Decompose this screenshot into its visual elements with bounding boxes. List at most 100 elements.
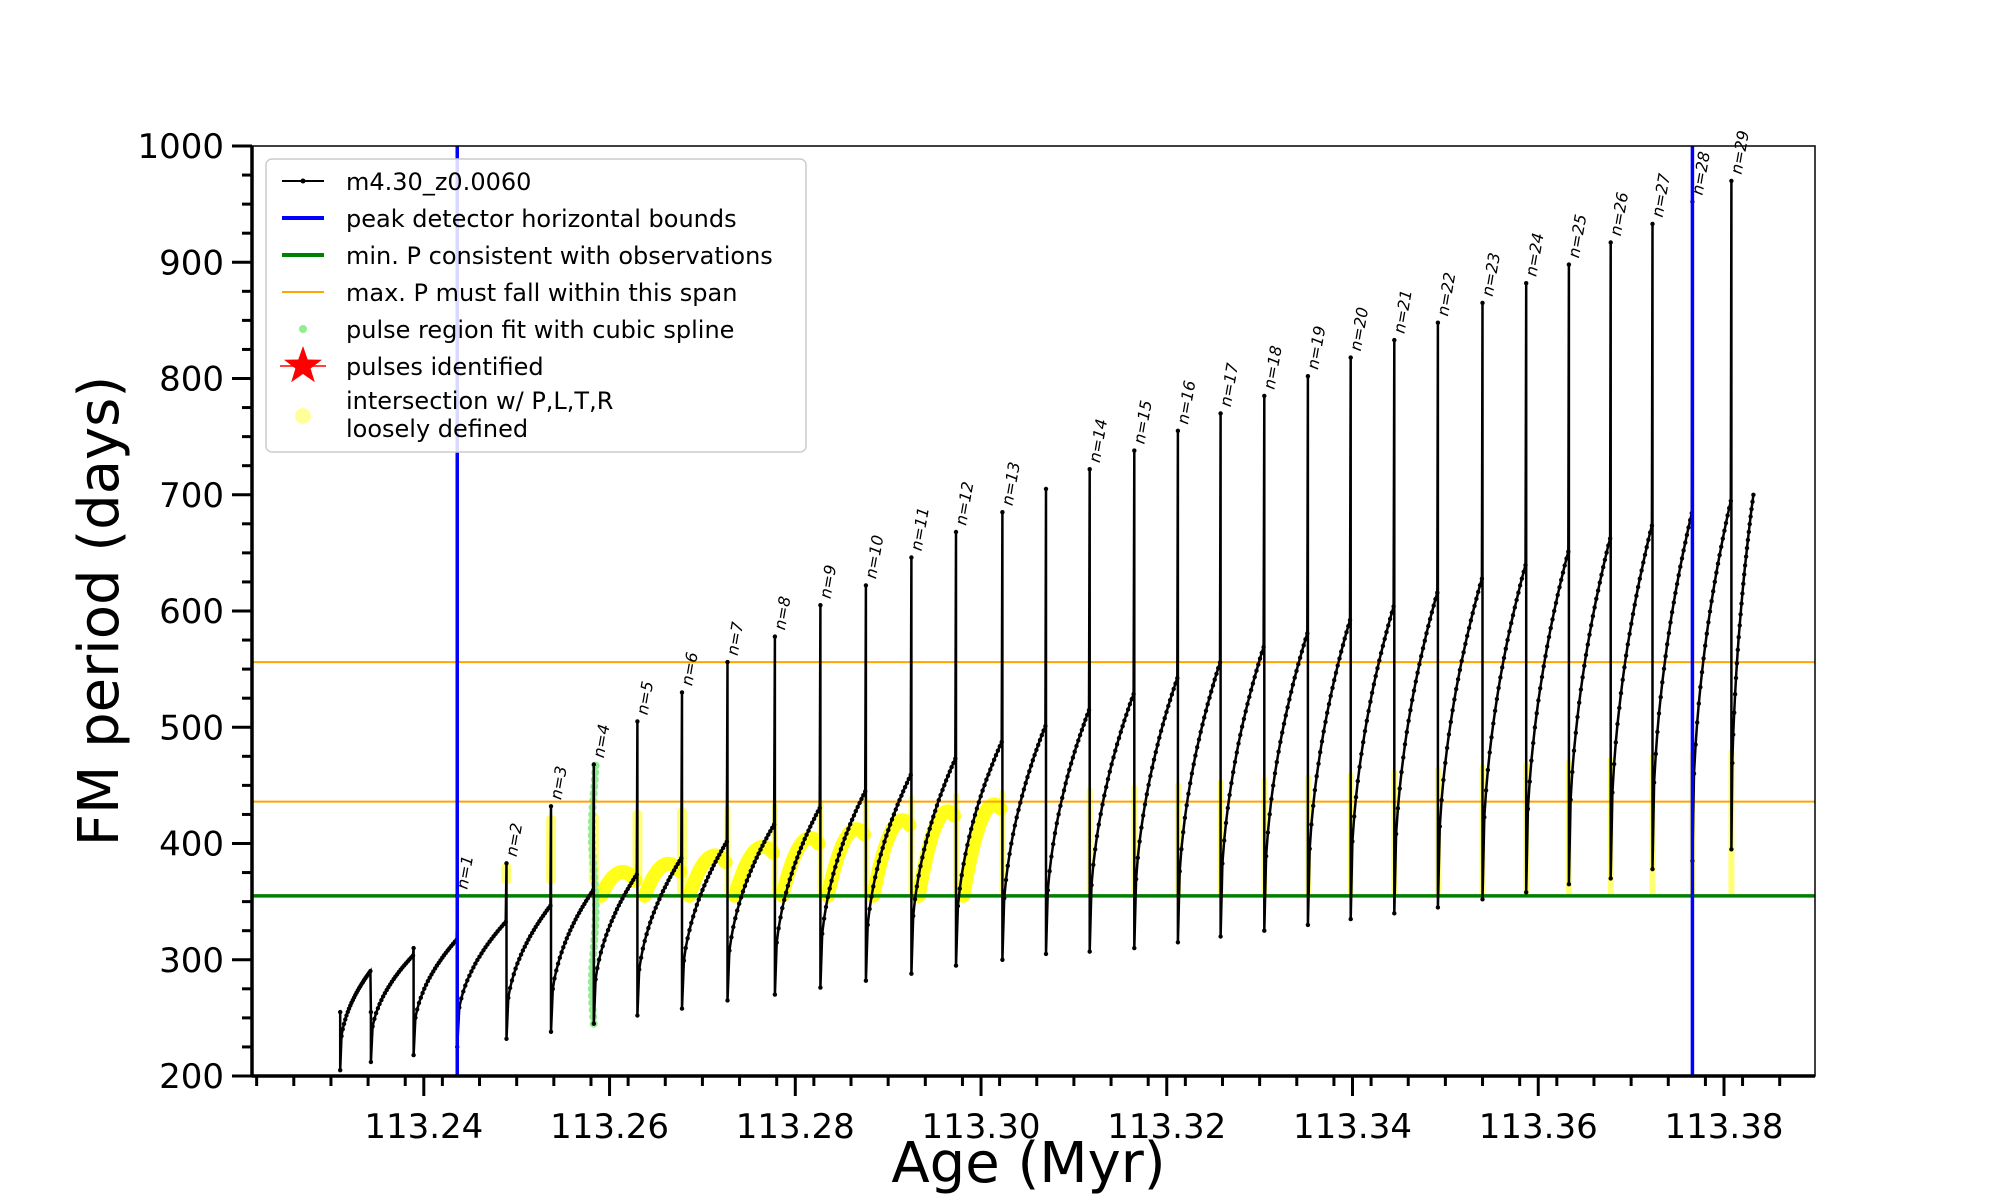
series-point xyxy=(1733,675,1739,681)
x-tick-label: 113.28 xyxy=(736,1107,855,1147)
series-point xyxy=(1043,951,1049,957)
series-point xyxy=(1348,916,1353,922)
series-point xyxy=(1323,719,1328,725)
series-point xyxy=(1604,550,1609,555)
series-point xyxy=(1623,653,1629,658)
series-point xyxy=(1679,556,1685,561)
series-point xyxy=(420,990,425,996)
horizontal-bounds xyxy=(252,661,1815,898)
series-point xyxy=(368,1009,374,1015)
series-point xyxy=(614,907,620,912)
series-point xyxy=(922,847,927,852)
series-point xyxy=(1309,822,1314,827)
legend-handle xyxy=(284,346,322,383)
series-point xyxy=(1463,641,1468,647)
series-point xyxy=(1635,584,1641,590)
series-point xyxy=(756,851,761,856)
series-point xyxy=(1611,761,1617,767)
series-point xyxy=(873,875,878,880)
series-point xyxy=(1107,769,1113,774)
series-point xyxy=(1051,841,1056,847)
series-point xyxy=(1443,760,1448,766)
series-point xyxy=(1532,725,1538,730)
series-point xyxy=(914,884,920,889)
series-point xyxy=(1590,613,1596,619)
series-point xyxy=(528,934,533,939)
series-point xyxy=(646,925,651,931)
series-point xyxy=(1602,557,1608,562)
series-point xyxy=(717,852,722,857)
series-point xyxy=(638,955,644,960)
series-point xyxy=(571,920,576,926)
series-point xyxy=(1227,792,1232,798)
series-point xyxy=(1116,735,1122,741)
series-point xyxy=(1392,911,1397,916)
series-point xyxy=(833,864,838,870)
series-point xyxy=(1305,374,1311,379)
series-point xyxy=(846,826,851,832)
series-point xyxy=(520,948,526,953)
series-point xyxy=(477,954,482,959)
series-point xyxy=(752,859,757,865)
series-point xyxy=(561,945,566,950)
series-point xyxy=(1316,761,1321,766)
series-point xyxy=(1271,783,1276,788)
series-point xyxy=(1144,792,1150,797)
series-point xyxy=(1732,710,1737,715)
series-point xyxy=(1655,729,1660,735)
series-point xyxy=(694,902,700,907)
series-point xyxy=(524,940,529,946)
series-point xyxy=(1256,662,1261,667)
series-point xyxy=(1290,682,1296,687)
series-point xyxy=(1005,863,1010,868)
spline-point xyxy=(591,922,600,931)
series-point xyxy=(343,1017,348,1022)
series-point xyxy=(871,884,876,889)
series-point xyxy=(774,940,779,945)
series-point xyxy=(923,840,929,845)
series-point xyxy=(1722,528,1727,533)
series-point xyxy=(1741,581,1746,586)
series-point xyxy=(1729,178,1734,184)
y-tick-label: 400 xyxy=(159,825,224,865)
series-point xyxy=(1617,705,1622,711)
series-point xyxy=(1346,623,1351,629)
series-point xyxy=(1019,793,1025,799)
series-point xyxy=(1274,759,1280,765)
series-point xyxy=(1245,701,1250,707)
series-point xyxy=(965,842,970,848)
series-point xyxy=(811,816,817,822)
series-point xyxy=(642,938,647,944)
series-point xyxy=(598,950,604,955)
series-point xyxy=(1455,677,1461,682)
series-point xyxy=(1207,695,1212,700)
x-axis-label: Age (Myr) xyxy=(891,1131,1165,1196)
legend-handle xyxy=(299,325,307,333)
series-point xyxy=(634,872,639,877)
series-point xyxy=(518,952,524,957)
series-point xyxy=(1132,448,1137,453)
series-point xyxy=(1023,780,1028,786)
series-point xyxy=(842,836,847,841)
series-point xyxy=(548,1029,554,1035)
series-point xyxy=(1016,807,1021,813)
series-point xyxy=(1450,708,1455,713)
series-point xyxy=(506,995,511,1000)
series-point xyxy=(831,871,836,876)
series-point xyxy=(507,985,513,991)
series-point xyxy=(1707,609,1713,614)
series-point xyxy=(1695,720,1700,725)
series-point xyxy=(1375,666,1380,671)
series-point xyxy=(1368,699,1373,704)
series-point xyxy=(1521,569,1526,574)
series-point xyxy=(1034,747,1039,753)
series-point xyxy=(1740,591,1745,596)
series-point xyxy=(1684,532,1690,538)
series-point xyxy=(1435,590,1440,595)
series-point xyxy=(344,1013,349,1018)
series-point xyxy=(1369,690,1375,695)
series-point xyxy=(1325,710,1330,715)
series-point xyxy=(927,826,932,831)
y-tick-label: 900 xyxy=(159,243,224,283)
series-point xyxy=(1594,596,1599,601)
